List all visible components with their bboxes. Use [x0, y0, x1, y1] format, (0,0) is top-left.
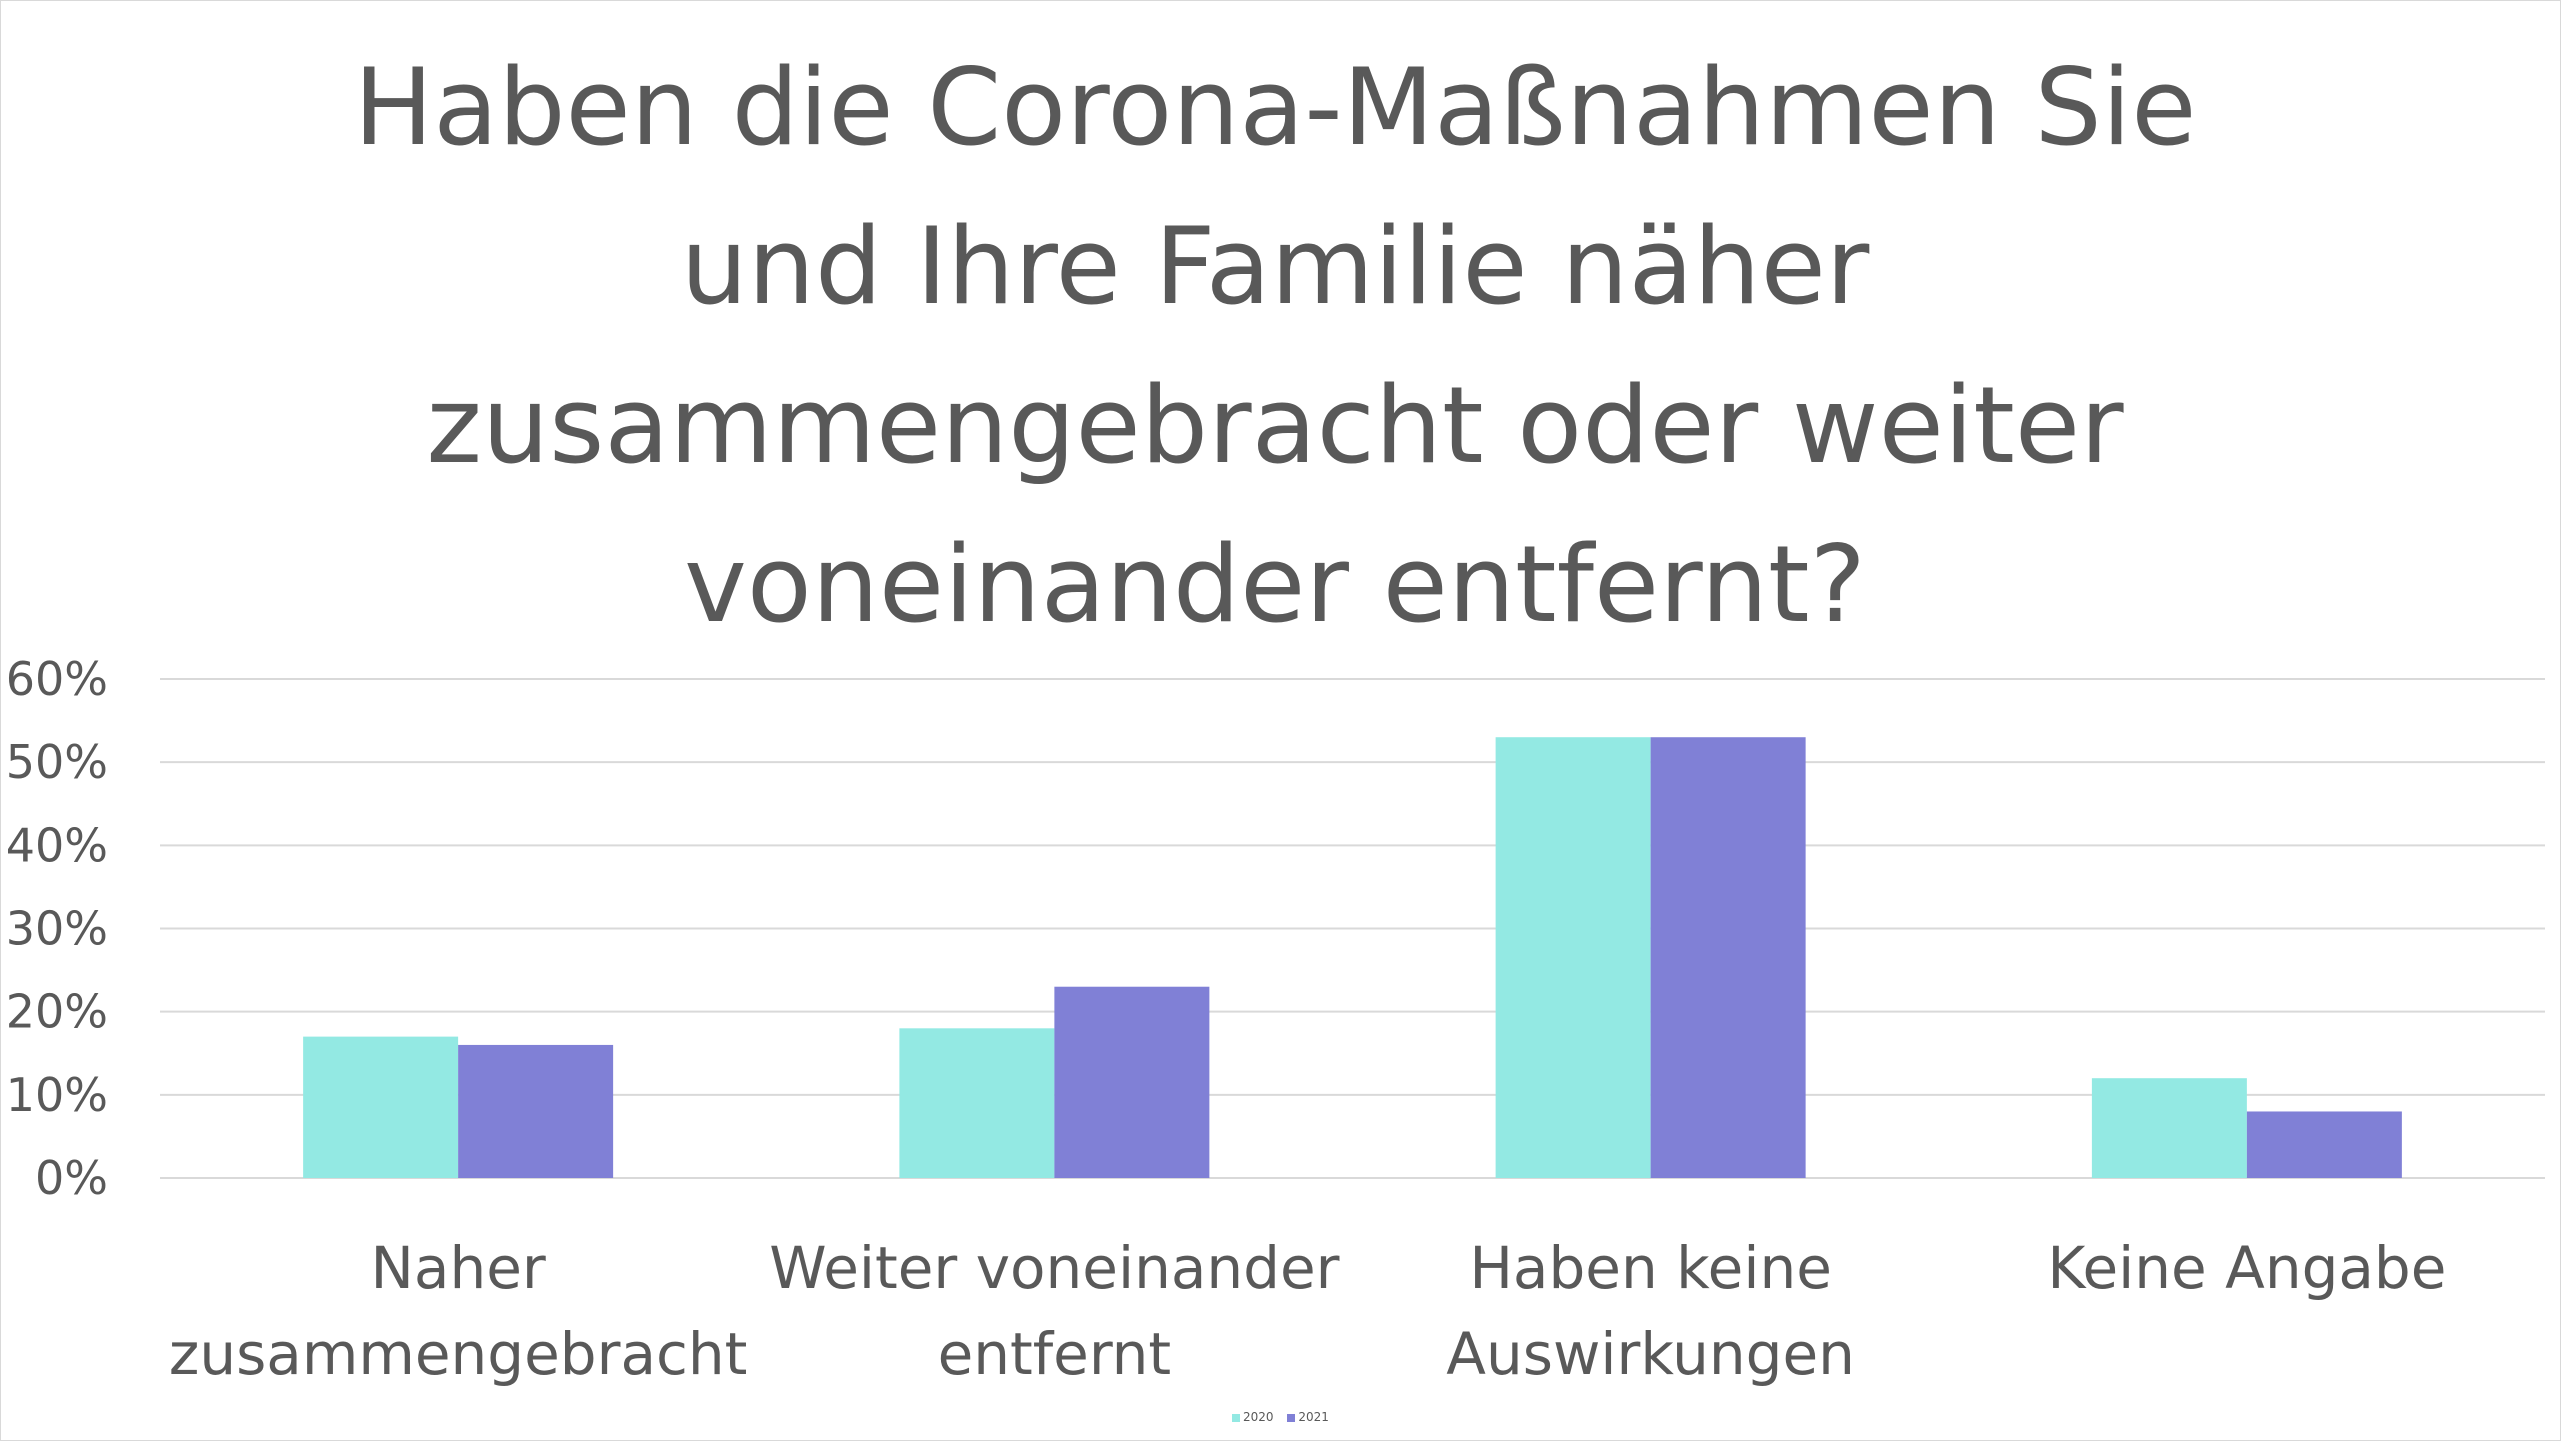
x-axis-category-labels: Naher zusammengebracht Weiter voneinander e…	[169, 1234, 2447, 1388]
bars	[303, 737, 2402, 1178]
bar-2020-3	[2091, 1078, 2247, 1178]
bar-2021-0	[458, 1044, 614, 1178]
legend-swatch-2020	[1232, 1413, 1241, 1422]
x-category-label: Weiter voneinander	[769, 1234, 1339, 1302]
legend-item-2020: 2020	[1232, 1410, 1274, 1424]
legend-label-2020: 2020	[1243, 1410, 1274, 1424]
legend-label-2021: 2021	[1298, 1410, 1329, 1424]
y-tick-label: 50%	[6, 735, 108, 789]
legend-item-2021: 2021	[1287, 1410, 1329, 1424]
y-tick-label: 30%	[6, 902, 108, 956]
y-tick-label: 10%	[6, 1068, 108, 1122]
y-tick-label: 0%	[35, 1151, 108, 1205]
chart-title: Haben die Corona-Maßnahmen Sie und Ihre …	[353, 46, 2197, 646]
x-category-label: Naher	[371, 1234, 546, 1302]
y-axis-tick-labels: 0% 10% 20% 30% 40% 50% 60%	[6, 652, 108, 1205]
bar-2020-1	[899, 1028, 1055, 1178]
y-tick-label: 40%	[6, 818, 108, 872]
y-tick-label: 60%	[6, 652, 108, 706]
y-tick-label: 20%	[6, 985, 108, 1039]
x-category-label: Haben keine	[1469, 1234, 1832, 1302]
legend: 2020 2021	[0, 1410, 2561, 1424]
legend-swatch-2021	[1287, 1413, 1296, 1422]
bar-2021-3	[2246, 1111, 2402, 1178]
x-category-label: Auswirkungen	[1446, 1320, 1855, 1388]
x-category-label: entfernt	[938, 1320, 1172, 1388]
bar-2021-1	[1054, 986, 1210, 1178]
bar-2020-0	[303, 1036, 459, 1178]
bar-2021-2	[1650, 737, 1806, 1178]
x-category-label: Keine Angabe	[2047, 1234, 2446, 1302]
x-category-label: zusammengebracht	[169, 1320, 748, 1388]
bar-2020-2	[1495, 737, 1651, 1178]
